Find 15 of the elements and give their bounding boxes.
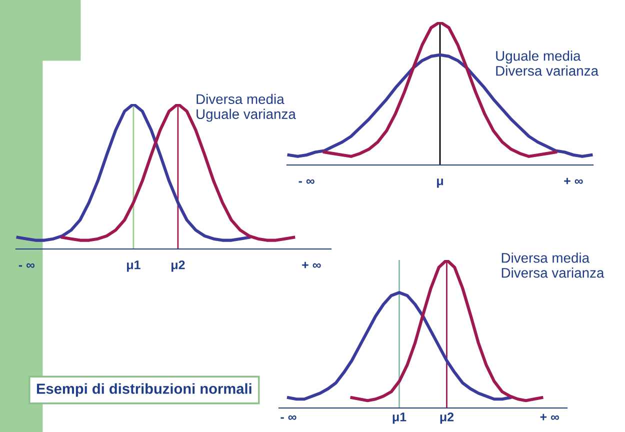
x-tick-label: μ: [437, 178, 443, 188]
x-tick-label: μ2: [172, 260, 185, 272]
x-tick-label: + ∞: [564, 178, 583, 184]
x-tick-label: μ2: [440, 412, 454, 424]
x-tick-label: μ1: [127, 260, 140, 272]
x-tick-label: + ∞: [302, 262, 321, 268]
chart-title: Diversa media Diversa varianza: [502, 252, 604, 278]
x-tick-label: + ∞: [540, 414, 559, 420]
x-tick-label: - ∞: [18, 263, 35, 268]
x-tick-label: - ∞: [298, 179, 314, 184]
x-tick-label: - ∞: [280, 415, 296, 420]
text: Esempi di distribuzioni normali: [36, 383, 252, 397]
chart-title: Diversa media Uguale varianza: [196, 94, 296, 122]
text: Uguale media Diversa varianza: [496, 50, 599, 76]
x-tick-label: μ1: [392, 412, 406, 424]
